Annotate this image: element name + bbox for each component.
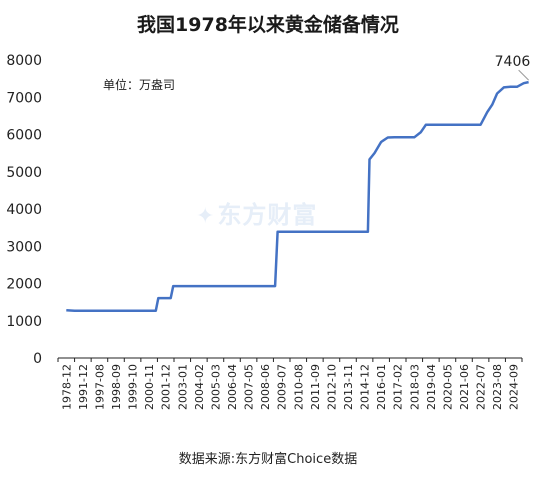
x-tick-label: 2019-04 xyxy=(425,364,438,410)
watermark-text: 东方财富 xyxy=(217,201,318,229)
x-tick-label: 2008-06 xyxy=(259,364,272,410)
x-tick-label: 2021-06 xyxy=(458,364,471,410)
x-tick-label: 2013-11 xyxy=(342,364,355,410)
x-tick-label: 1999-10 xyxy=(127,364,140,410)
watermark: ✦东方财富 xyxy=(196,195,317,230)
x-tick-label: 2016-01 xyxy=(375,364,388,410)
y-tick-label: 6000 xyxy=(6,128,42,144)
x-tick-label: 2007-05 xyxy=(243,364,256,410)
y-tick-label: 7000 xyxy=(6,90,42,106)
x-tick-label: 2020-05 xyxy=(441,364,454,410)
x-tick-label: 2018-03 xyxy=(408,364,421,410)
x-tick-label: 2006-04 xyxy=(226,364,239,410)
x-tick-label: 2023-08 xyxy=(491,364,504,410)
x-tick-label: 1978-12 xyxy=(60,364,73,410)
x-tick-label: 2010-08 xyxy=(292,364,305,410)
x-tick-label: 2005-03 xyxy=(209,364,222,410)
x-tick-label: 2004-02 xyxy=(193,364,206,410)
y-tick-label: 2000 xyxy=(6,277,42,293)
unit-label: 单位：万盎司 xyxy=(103,77,175,92)
annotation-label: 7406 xyxy=(495,54,531,70)
x-tick-label: 1998-09 xyxy=(110,364,123,410)
y-tick-label: 3000 xyxy=(6,239,42,255)
x-tick-label: 2011-09 xyxy=(309,364,322,410)
y-tick-label: 1000 xyxy=(6,314,42,330)
x-tick-label: 1997-08 xyxy=(93,364,106,410)
y-tick-label: 0 xyxy=(33,351,42,367)
y-tick-label: 8000 xyxy=(6,53,42,69)
x-tick-label: 2003-01 xyxy=(176,364,189,410)
x-tick-label: 2001-12 xyxy=(160,364,173,410)
x-axis: 1978-12 1991-12 1997-08 1998-09 1999-10 2000-… xyxy=(57,358,523,410)
y-tick-label: 4000 xyxy=(6,202,42,218)
y-tick-label: 5000 xyxy=(6,165,42,181)
chart-title: 我国1978年以来黄金储备情况 xyxy=(137,14,399,36)
x-tick-label: 2009-07 xyxy=(276,364,289,410)
annotation-leader xyxy=(518,69,529,81)
source-note: 数据来源:东方财富Choice数据 xyxy=(178,452,358,467)
x-tick-label: 2000-11 xyxy=(143,364,156,410)
x-tick-label: 1991-12 xyxy=(77,364,90,410)
x-tick-label: 2022-07 xyxy=(475,364,488,410)
series-line-gold-reserve xyxy=(66,80,529,313)
x-tick-label: 2017-02 xyxy=(392,364,405,410)
y-axis: 0 1000 2000 3000 4000 5000 6000 7000 8000 xyxy=(6,53,42,367)
watermark-logo-icon: ✦ xyxy=(196,204,216,229)
x-tick-label: 2024-09 xyxy=(508,364,521,410)
x-tick-label: 2012-10 xyxy=(325,364,338,410)
x-tick-label: 2014-12 xyxy=(359,364,372,410)
